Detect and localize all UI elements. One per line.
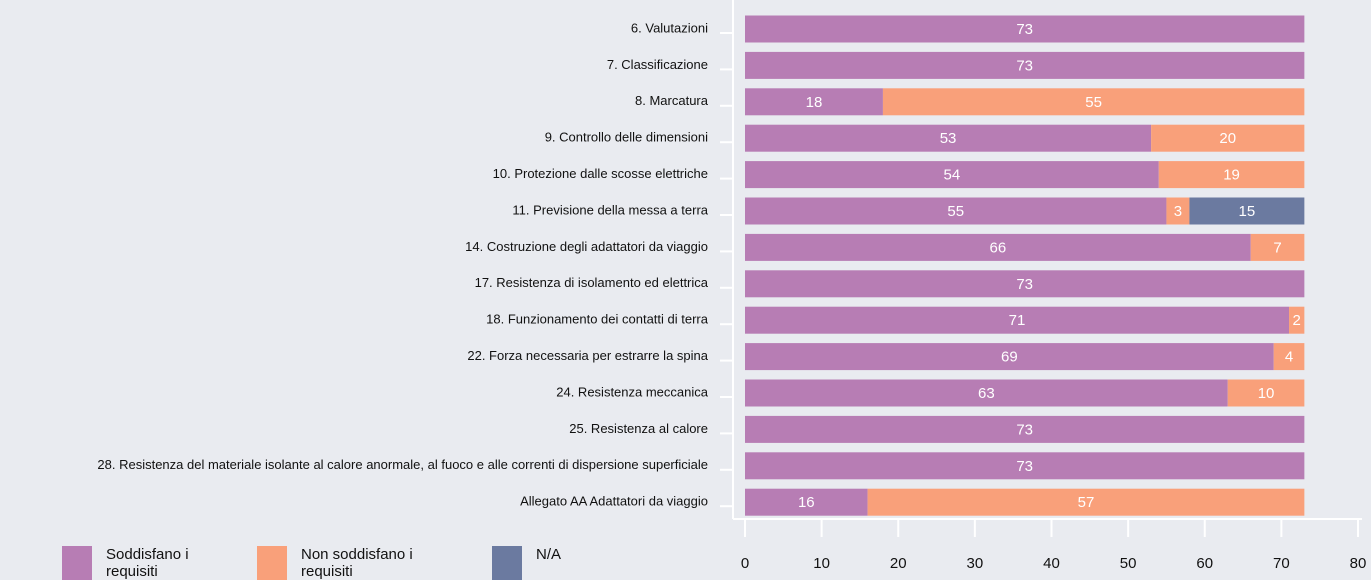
value-label: 63 <box>978 385 995 402</box>
legend-swatch <box>62 546 92 580</box>
y-tick-label: 11. Previsione della messa a terra <box>512 202 708 217</box>
x-tick-label: 60 <box>1196 555 1213 572</box>
y-tick-label: Allegato AA Adattatori da viaggio <box>520 494 708 509</box>
x-tick-label: 50 <box>1120 555 1137 572</box>
bar-segment <box>1189 197 1305 225</box>
y-tick-label: 6. Valutazioni <box>631 20 708 35</box>
y-tick-label: 9. Controllo delle dimensioni <box>545 130 708 145</box>
legend-label: Non soddisfano i requisiti <box>301 546 413 580</box>
y-tick-label: 8. Marcatura <box>635 93 709 108</box>
value-label: 18 <box>806 94 823 111</box>
value-label: 16 <box>798 494 815 511</box>
legend-swatch <box>257 546 287 580</box>
value-label: 53 <box>940 130 957 147</box>
x-tick-label: 70 <box>1273 555 1290 572</box>
bar-segment <box>745 452 1305 480</box>
bar-segment <box>745 270 1305 298</box>
value-label: 7 <box>1273 239 1281 256</box>
bar-segment <box>745 233 1251 261</box>
bar-segment <box>867 488 1305 516</box>
bar-segment <box>1151 124 1305 152</box>
y-tick-label: 14. Costruzione degli adattatori da viag… <box>465 239 708 254</box>
y-tick-label: 22. Forza necessaria per estrarre la spi… <box>467 348 708 363</box>
y-tick-label: 28. Resistenza del materiale isolante al… <box>97 457 708 472</box>
bar-segment <box>745 197 1167 225</box>
value-label: 19 <box>1223 167 1240 184</box>
bar-segment <box>745 306 1290 334</box>
value-label: 20 <box>1219 130 1236 147</box>
bar-segment <box>1273 343 1305 371</box>
bar-segment <box>745 488 868 516</box>
bar-segment <box>745 15 1305 43</box>
y-tick-label: 7. Classificazione <box>607 57 708 72</box>
legend-label: N/A <box>536 546 562 563</box>
value-label: 3 <box>1174 203 1182 220</box>
value-label: 71 <box>1009 312 1026 329</box>
x-tick-label: 80 <box>1350 555 1367 572</box>
bar-segment <box>882 88 1305 116</box>
bar-segment <box>745 343 1274 371</box>
value-label: 4 <box>1285 349 1293 366</box>
x-tick-label: 40 <box>1043 555 1060 572</box>
y-tick-label: 25. Resistenza al calore <box>569 421 708 436</box>
value-label: 15 <box>1239 203 1256 220</box>
value-label: 73 <box>1016 57 1033 74</box>
value-label: 54 <box>944 167 961 184</box>
bar-segment <box>745 124 1152 152</box>
bar-segment <box>1227 379 1305 407</box>
bar-segment <box>745 51 1305 79</box>
legend-item: Non soddisfano i requisiti <box>257 546 451 580</box>
bar-segment <box>1250 233 1305 261</box>
legend-item: N/A <box>492 546 616 580</box>
legend-swatch <box>492 546 522 580</box>
x-tick-label: 10 <box>813 555 830 572</box>
bar-segment <box>1158 161 1305 189</box>
value-label: 66 <box>990 239 1007 256</box>
value-label: 69 <box>1001 349 1018 366</box>
value-label: 55 <box>1085 94 1102 111</box>
value-label: 55 <box>947 203 964 220</box>
bar-segment <box>745 415 1305 443</box>
bar-segment <box>745 161 1159 189</box>
x-tick-label: 20 <box>890 555 907 572</box>
x-tick-label: 0 <box>741 555 749 572</box>
x-tick-label: 30 <box>967 555 984 572</box>
bar-segment <box>745 379 1228 407</box>
legend-item: Soddisfano i requisiti <box>62 546 216 580</box>
y-tick-label: 18. Funzionamento dei contatti di terra <box>486 312 709 327</box>
y-tick-label: 24. Resistenza meccanica <box>556 384 709 399</box>
value-label: 73 <box>1016 276 1033 293</box>
y-tick-label: 10. Protezione dalle scosse elettriche <box>493 166 708 181</box>
value-label: 10 <box>1258 385 1275 402</box>
bar-segment <box>1166 197 1190 225</box>
y-tick-label: 17. Resistenza di isolamento ed elettric… <box>475 275 709 290</box>
value-label: 73 <box>1016 458 1033 475</box>
bar-segment <box>745 88 883 116</box>
bar-segment <box>1289 306 1305 334</box>
value-label: 73 <box>1016 21 1033 38</box>
value-label: 73 <box>1016 421 1033 438</box>
value-label: 2 <box>1293 312 1301 329</box>
legend-label: Soddisfano i requisiti <box>106 546 189 580</box>
value-label: 57 <box>1078 494 1095 511</box>
